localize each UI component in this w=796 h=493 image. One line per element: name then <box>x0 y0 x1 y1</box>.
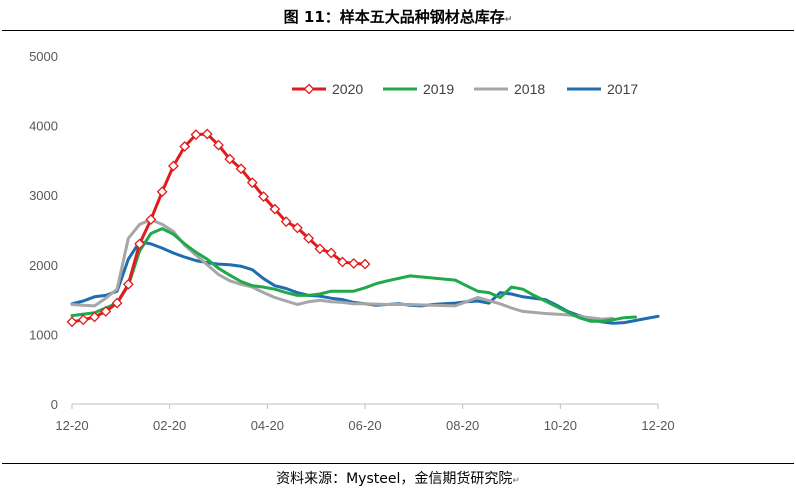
data-point-2020 <box>168 160 179 172</box>
data-point-2020 <box>269 203 281 215</box>
data-point-2020 <box>213 139 224 151</box>
data-point-2020 <box>224 153 236 165</box>
data-point-2020 <box>156 186 168 198</box>
chart-title-text: 图 11：样本五大品种钢材总库存 <box>283 8 505 26</box>
data-point-2020 <box>235 163 247 175</box>
legend-label-2018: 2018 <box>514 81 545 97</box>
data-point-2020 <box>89 311 100 323</box>
data-point-2020 <box>303 232 315 244</box>
legend-label-2020: 2020 <box>332 81 363 97</box>
data-point-2020 <box>145 214 157 225</box>
legend-label-2019: 2019 <box>423 81 454 97</box>
x-tick-label: 08-20 <box>446 418 479 433</box>
data-point-2020 <box>122 278 134 290</box>
x-tick-label: 04-20 <box>251 418 284 433</box>
y-tick-label: 5000 <box>29 49 58 64</box>
series-line-2019 <box>70 227 637 323</box>
data-point-2020 <box>280 216 292 228</box>
data-point-2020 <box>179 141 191 152</box>
data-point-2020 <box>246 177 258 189</box>
series-lines <box>66 128 660 328</box>
source-note: 资料来源：Mysteel，金信期货研究院↵ <box>0 468 796 488</box>
y-tick-label: 2000 <box>29 258 58 273</box>
data-point-2020 <box>201 128 213 140</box>
data-point-2020 <box>66 316 78 328</box>
data-point-2020 <box>314 243 326 255</box>
data-point-2020 <box>348 257 360 269</box>
data-point-2020 <box>77 314 89 326</box>
data-point-2020 <box>100 306 112 317</box>
y-axis-ticks: 0 1000 2000 3000 4000 5000 <box>29 49 58 412</box>
y-tick-label: 3000 <box>29 188 58 203</box>
y-tick-label: 1000 <box>29 327 58 342</box>
series-line-2017 <box>70 240 660 325</box>
data-point-2020 <box>325 247 337 259</box>
return-mark-icon: ↵ <box>512 476 520 486</box>
y-tick-label: 0 <box>51 397 58 412</box>
data-point-2020 <box>190 129 202 141</box>
x-tick-label: 06-20 <box>348 418 381 433</box>
top-rule <box>2 30 794 31</box>
x-tick-label: 10-20 <box>544 418 577 433</box>
legend-marker-icon <box>303 83 315 95</box>
x-axis: 12-20 02-20 04-20 06-20 08-20 10-20 12-20 <box>55 403 675 433</box>
bottom-rule <box>2 463 794 464</box>
data-point-2020 <box>258 191 269 203</box>
x-tick-label: 02-20 <box>153 418 186 433</box>
chart-title: 图 11：样本五大品种钢材总库存↵ <box>0 6 796 27</box>
data-point-2020 <box>134 238 146 250</box>
data-point-2020 <box>359 258 371 270</box>
y-tick-label: 4000 <box>29 119 58 134</box>
line-chart: 0 1000 2000 3000 4000 5000 12-20 02-20 04-20 06-… <box>29 49 675 433</box>
data-point-2020 <box>337 256 348 268</box>
legend: 2020 2019 2018 2017 <box>292 81 638 97</box>
return-mark-icon: ↵ <box>504 15 513 25</box>
source-text: 资料来源：Mysteel，金信期货研究院 <box>276 471 513 487</box>
x-tick-label: 12-20 <box>641 418 674 433</box>
data-point-2020 <box>111 297 123 309</box>
x-tick-label: 12-20 <box>55 418 88 433</box>
legend-label-2017: 2017 <box>607 81 638 97</box>
data-point-2020 <box>291 222 303 234</box>
series-line-2018 <box>70 218 615 321</box>
